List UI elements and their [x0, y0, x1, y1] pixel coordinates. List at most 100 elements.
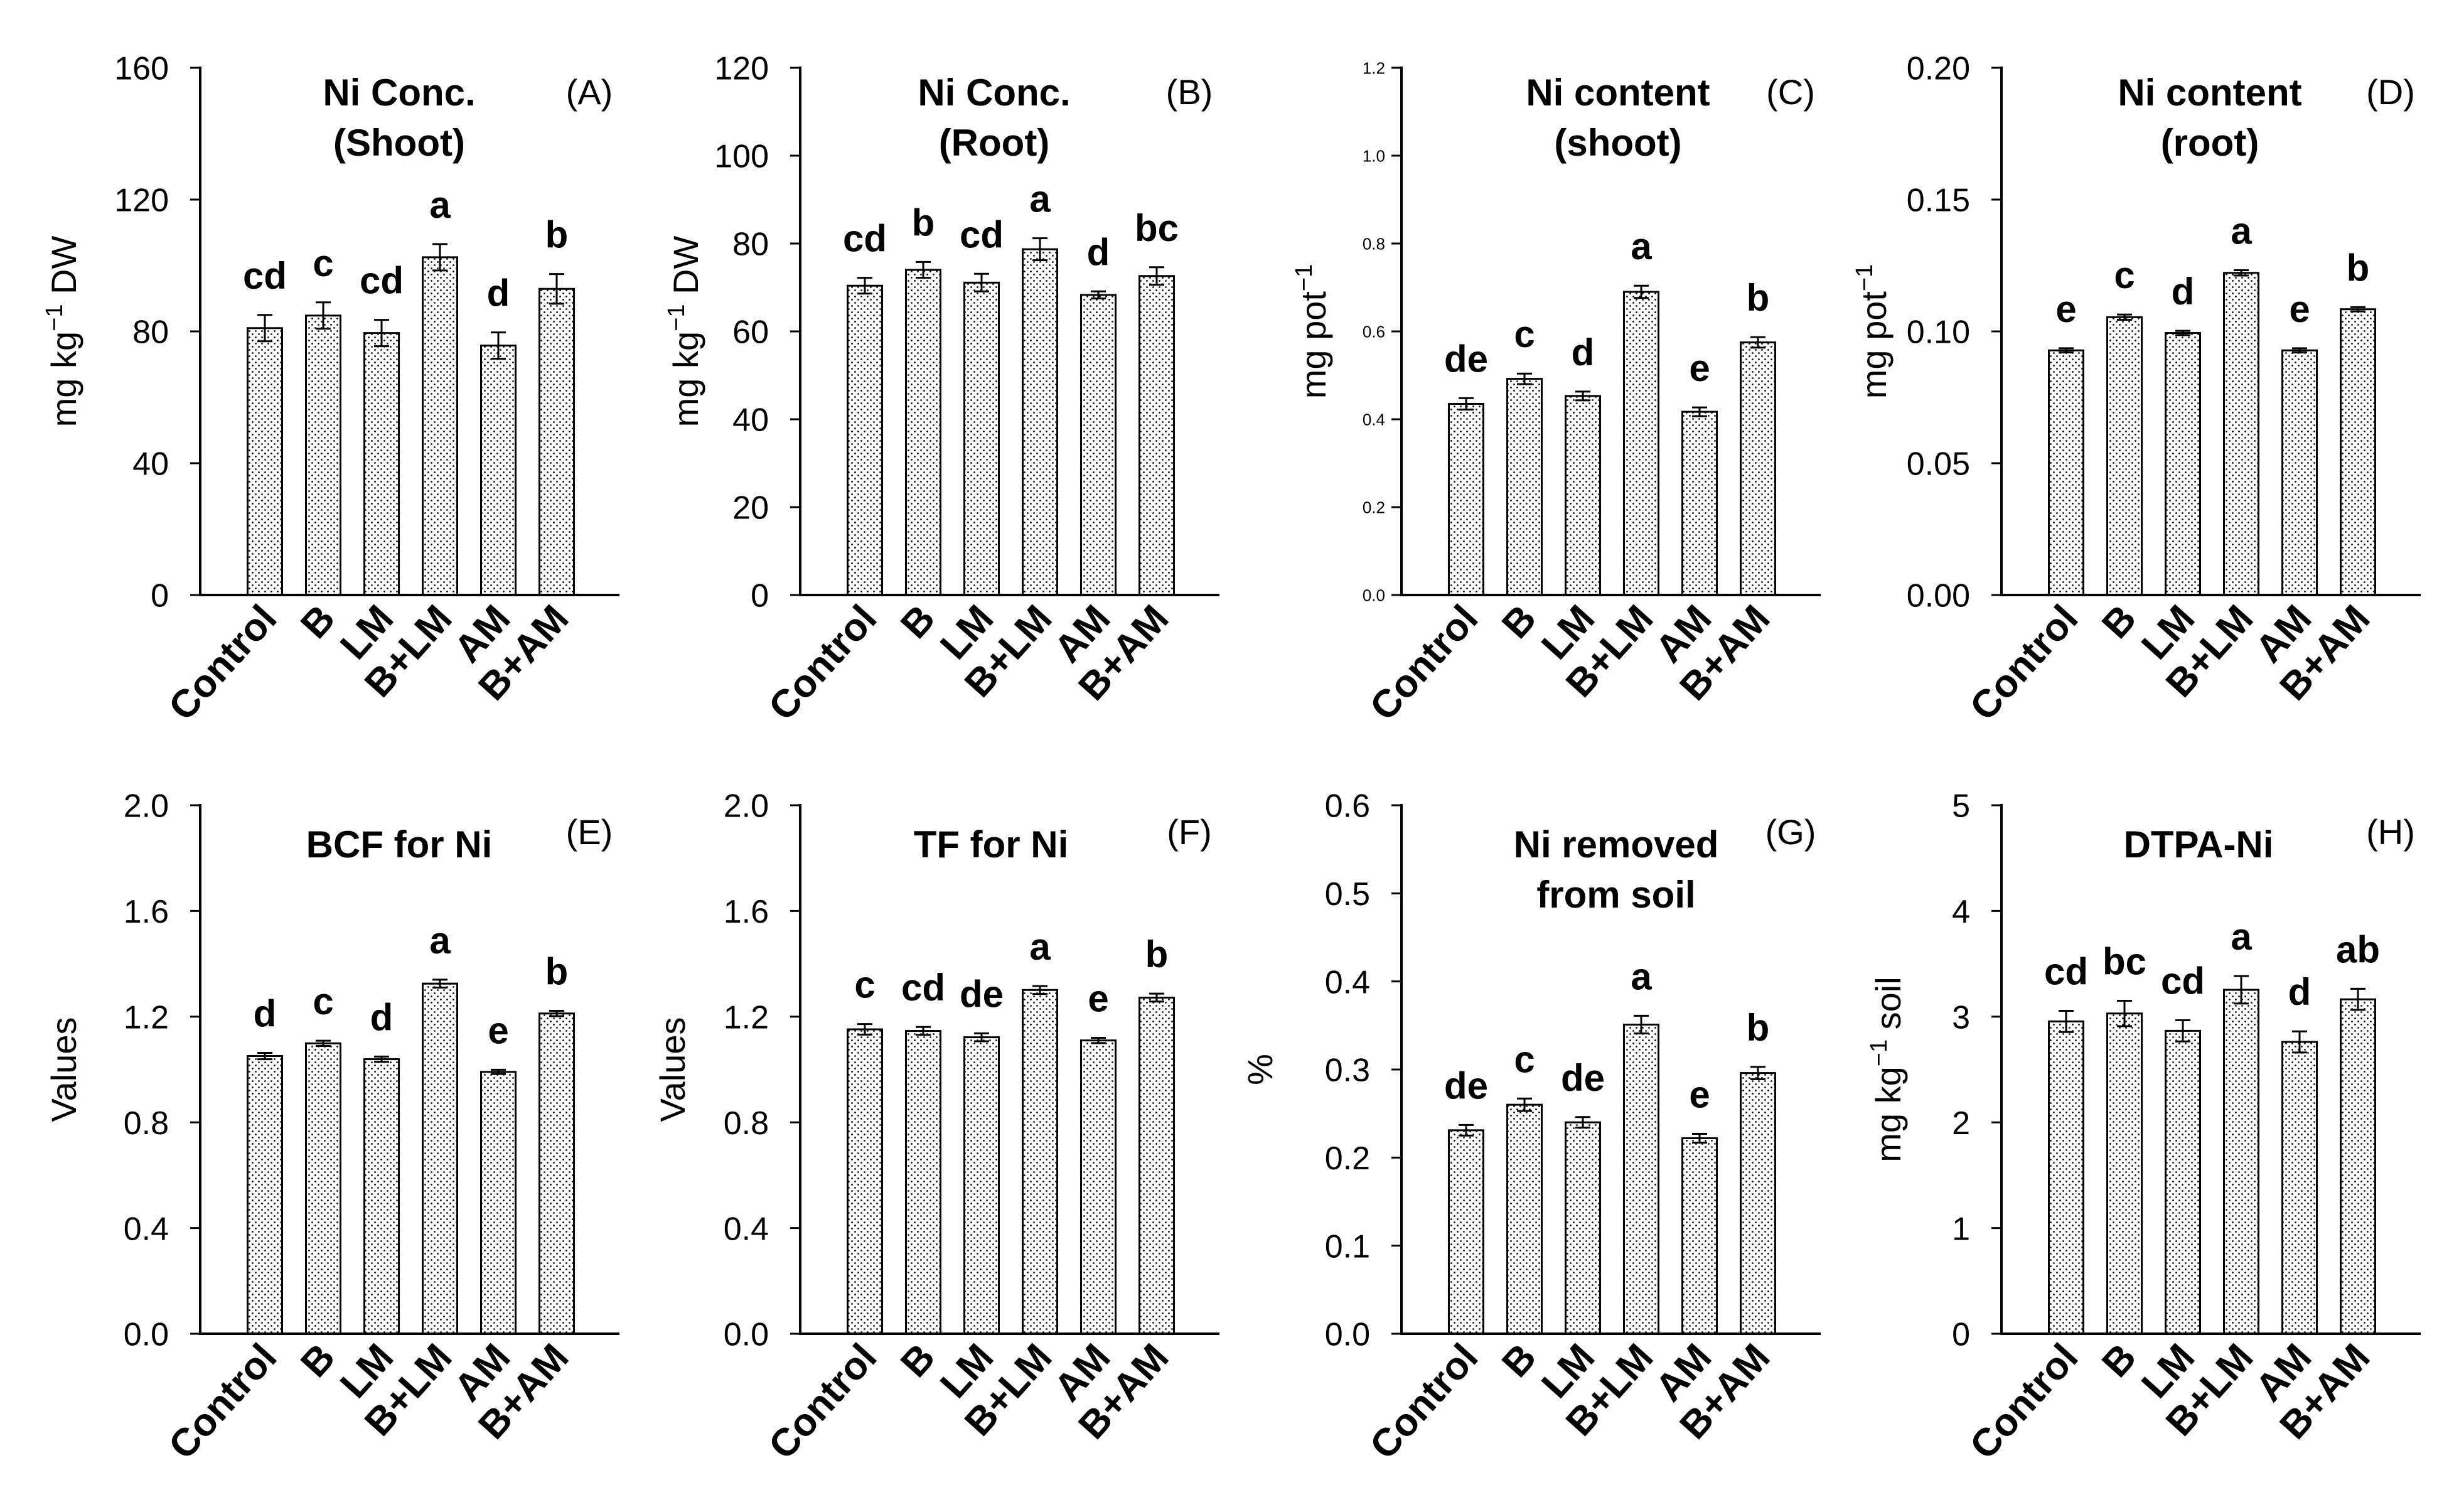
- chart-3-y-tick-label-2: 0.4: [1363, 410, 1385, 429]
- chart-2-significance-letter-lm: cd: [960, 213, 1004, 255]
- chart-3-significance-letter-lm: d: [1572, 331, 1595, 373]
- chart-8-significance-letter-b: bc: [2103, 941, 2146, 983]
- chart-8-error-bar-b-plus-lm: [2234, 975, 2249, 1005]
- chart-5-error-bar-b-plus-am: [549, 1010, 564, 1017]
- chart-2-bar-lm: [963, 281, 1000, 596]
- chart-7-y-tick-label-2: 0.2: [1325, 1140, 1370, 1177]
- chart-5-y-tick-label-0: 0.0: [124, 1317, 169, 1353]
- chart-5-significance-letter-b-plus-am: b: [545, 951, 569, 993]
- chart-5-error-bar-b: [316, 1039, 331, 1048]
- chart-4-x-tick-label-control: Control: [1962, 597, 2087, 729]
- chart-5-bar-b-plus-am: [538, 1012, 575, 1335]
- chart-2-y-tick-label-2: 40: [732, 402, 769, 439]
- chart-1-title-line-1: Ni Conc.: [323, 72, 475, 114]
- chart-4-error-bar-b-plus-am: [2350, 306, 2365, 313]
- chart-6-significance-letter-b-plus-lm: a: [1029, 926, 1051, 968]
- chart-1-error-bar-b-plus-am: [549, 273, 564, 305]
- chart-7-bar-b: [1506, 1103, 1543, 1335]
- chart-4-panel: eControlcBdLMaB+LMeAMbB+AM0.000.050.100.…: [1851, 51, 2421, 729]
- chart-4-error-bar-control: [2059, 347, 2074, 354]
- chart-4-bar-lm: [2165, 332, 2201, 596]
- chart-8-y-axis-label: mg kg−1 soil: [1866, 977, 1908, 1162]
- chart-2-error-bar-b-plus-am: [1149, 266, 1164, 286]
- chart-5-bar-control: [247, 1055, 283, 1335]
- chart-1-significance-letter-b-plus-lm: a: [429, 184, 451, 226]
- chart-5-y-axis-label: Values: [44, 1017, 83, 1122]
- chart-1-bar-b-plus-lm: [422, 256, 458, 596]
- chart-7-y-tick-label-6: 0.6: [1325, 788, 1370, 825]
- chart-7-error-bar-control: [1459, 1123, 1474, 1137]
- chart-2-significance-letter-b-plus-lm: a: [1029, 178, 1051, 220]
- chart-7-y-axis-label-text: %: [1240, 1054, 1280, 1085]
- chart-1-error-bar-b: [316, 301, 331, 330]
- chart-7-y-tick-label-3: 0.3: [1325, 1053, 1370, 1089]
- chart-8-error-bar-am: [2292, 1030, 2307, 1054]
- chart-4-y-axis-label-exponent: −1: [1851, 264, 1878, 291]
- chart-3-bar-b-plus-lm: [1623, 291, 1659, 596]
- chart-3-error-bar-b-plus-lm: [1634, 284, 1649, 299]
- chart-4-bar-b-plus-am: [2340, 308, 2376, 596]
- chart-4-y-tick-label-3: 0.15: [1907, 183, 1970, 219]
- chart-6-y-tick-label-2: 0.8: [724, 1105, 769, 1142]
- chart-1-error-bar-control: [257, 314, 272, 343]
- chart-5-significance-letter-b-plus-lm: a: [429, 920, 451, 962]
- chart-2-x-tick-label-control: Control: [761, 597, 886, 729]
- chart-7-title-line-2: from soil: [1536, 874, 1695, 916]
- chart-4-significance-letter-control: e: [2055, 288, 2076, 330]
- chart-4-y-tick-label-4: 0.20: [1907, 51, 1970, 87]
- chart-3-panel-label: (C): [1766, 72, 1815, 112]
- chart-2-error-bar-b: [916, 260, 931, 279]
- chart-2-title-line-2: (Root): [939, 122, 1050, 164]
- chart-7-y-tick-label-0: 0.0: [1325, 1317, 1370, 1353]
- chart-3-bar-lm: [1565, 395, 1601, 596]
- chart-2-bar-b-plus-am: [1138, 275, 1175, 596]
- chart-2-y-tick-label-3: 60: [732, 314, 769, 351]
- chart-3-title-line-2: (shoot): [1554, 122, 1681, 164]
- chart-1-error-bar-am: [491, 331, 506, 360]
- chart-7-bar-lm: [1565, 1121, 1601, 1335]
- chart-6-significance-letter-b-plus-am: b: [1145, 933, 1169, 975]
- chart-6-y-axis-label: Values: [653, 1017, 692, 1122]
- chart-5-bar-b-plus-lm: [422, 982, 458, 1335]
- chart-8-significance-letter-am: d: [2288, 971, 2312, 1013]
- chart-5-x-tick-label-control: Control: [161, 1336, 286, 1467]
- chart-4-significance-letter-b-plus-am: b: [2347, 247, 2370, 289]
- chart-5-significance-letter-lm: d: [370, 996, 394, 1038]
- chart-8-significance-letter-lm: cd: [2161, 960, 2205, 1002]
- chart-1-significance-letter-b-plus-am: b: [545, 214, 569, 256]
- chart-7-significance-letter-lm: de: [1561, 1057, 1605, 1099]
- chart-2-significance-letter-b: b: [912, 201, 935, 244]
- chart-6-error-bar-lm: [974, 1032, 989, 1043]
- chart-4-significance-letter-b: c: [2114, 254, 2135, 296]
- chart-7-error-bar-am: [1692, 1132, 1707, 1144]
- chart-7-title-line-1: Ni removed: [1514, 823, 1719, 866]
- chart-6-error-bar-b: [916, 1026, 931, 1036]
- chart-7-significance-letter-am: e: [1689, 1073, 1710, 1115]
- chart-3-significance-letter-b-plus-am: b: [1747, 277, 1770, 319]
- chart-7-significance-letter-control: de: [1444, 1064, 1488, 1107]
- chart-1-bar-control: [247, 327, 283, 596]
- chart-4-panel-label: (D): [2366, 72, 2415, 112]
- chart-7-error-bar-lm: [1575, 1116, 1590, 1129]
- chart-1-y-axis-label-suffix: DW: [44, 236, 83, 304]
- chart-4-significance-letter-lm: d: [2172, 271, 2195, 313]
- chart-1-bar-b: [305, 314, 341, 596]
- chart-5-y-tick-label-5: 2.0: [124, 788, 169, 825]
- chart-3-y-tick-label-4: 0.8: [1363, 234, 1385, 253]
- chart-8-error-bar-b-plus-am: [2350, 987, 2365, 1011]
- chart-2-y-tick-label-5: 100: [714, 139, 769, 175]
- chart-6-y-tick-label-1: 0.4: [724, 1211, 769, 1247]
- chart-4-y-axis-label-text: mg pot: [1854, 291, 1894, 399]
- chart-3-error-bar-am: [1692, 406, 1707, 417]
- chart-7-error-bar-b-plus-am: [1750, 1066, 1765, 1080]
- chart-3-bar-control: [1448, 403, 1484, 596]
- chart-6-bar-b: [905, 1030, 941, 1335]
- chart-6-panel-label: (F): [1167, 812, 1212, 852]
- chart-2-y-tick-label-4: 80: [732, 227, 769, 263]
- chart-7-y-tick-label-5: 0.5: [1325, 876, 1370, 913]
- chart-2-bar-b-plus-lm: [1022, 248, 1058, 596]
- chart-6-bar-am: [1080, 1039, 1117, 1335]
- chart-5-bar-am: [480, 1071, 517, 1335]
